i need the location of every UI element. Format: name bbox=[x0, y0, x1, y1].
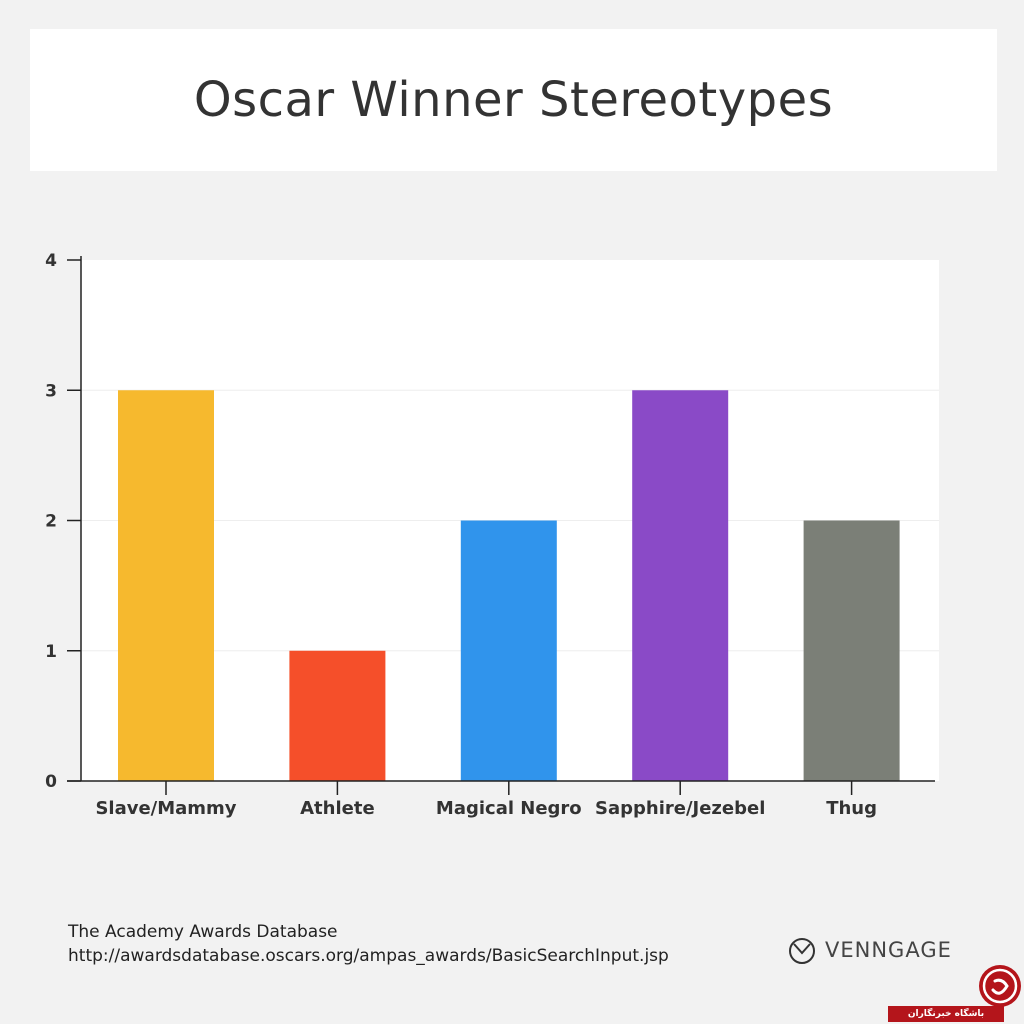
bar-slave-mammy bbox=[118, 390, 214, 781]
x-tick-label: Athlete bbox=[300, 798, 375, 819]
x-tick-label: Sapphire/Jezebel bbox=[595, 798, 765, 819]
source-name: The Academy Awards Database bbox=[68, 922, 338, 942]
y-tick-label: 3 bbox=[45, 381, 57, 401]
bar-thug bbox=[803, 520, 900, 781]
bars bbox=[118, 390, 900, 781]
x-tick-label: Thug bbox=[826, 798, 877, 819]
page-title: Oscar Winner Stereotypes bbox=[193, 72, 834, 128]
watermark: باشگاه خبرنگاران bbox=[886, 964, 1024, 1024]
y-axis-ticks: 0 1 2 3 4 bbox=[45, 251, 81, 792]
brand-name: VENNGAGE bbox=[825, 938, 952, 962]
axes bbox=[67, 256, 935, 782]
bar-athlete bbox=[289, 650, 386, 781]
x-axis-labels: Slave/Mammy Athlete Magical Negro Sapphire/… bbox=[95, 781, 877, 819]
y-tick-label: 0 bbox=[45, 772, 57, 792]
bar-sapphire-jezebel bbox=[632, 390, 729, 781]
bar-magical-negro bbox=[460, 520, 557, 781]
venngage-icon bbox=[789, 938, 815, 964]
title-card: Oscar Winner Stereotypes bbox=[30, 29, 997, 171]
x-tick-label: Magical Negro bbox=[436, 798, 582, 819]
y-tick-label: 4 bbox=[45, 251, 57, 271]
x-tick-label: Slave/Mammy bbox=[95, 798, 236, 819]
y-tick-label: 1 bbox=[45, 642, 57, 662]
source-citation: The Academy Awards Database http://award… bbox=[68, 920, 669, 968]
brand-logo: VENNGAGE bbox=[788, 936, 952, 964]
watermark-emblem-icon bbox=[979, 965, 1021, 1007]
watermark-label: باشگاه خبرنگاران bbox=[888, 1006, 1004, 1022]
y-tick-label: 2 bbox=[45, 512, 57, 532]
source-url[interactable]: http://awardsdatabase.oscars.org/ampas_a… bbox=[68, 946, 669, 966]
